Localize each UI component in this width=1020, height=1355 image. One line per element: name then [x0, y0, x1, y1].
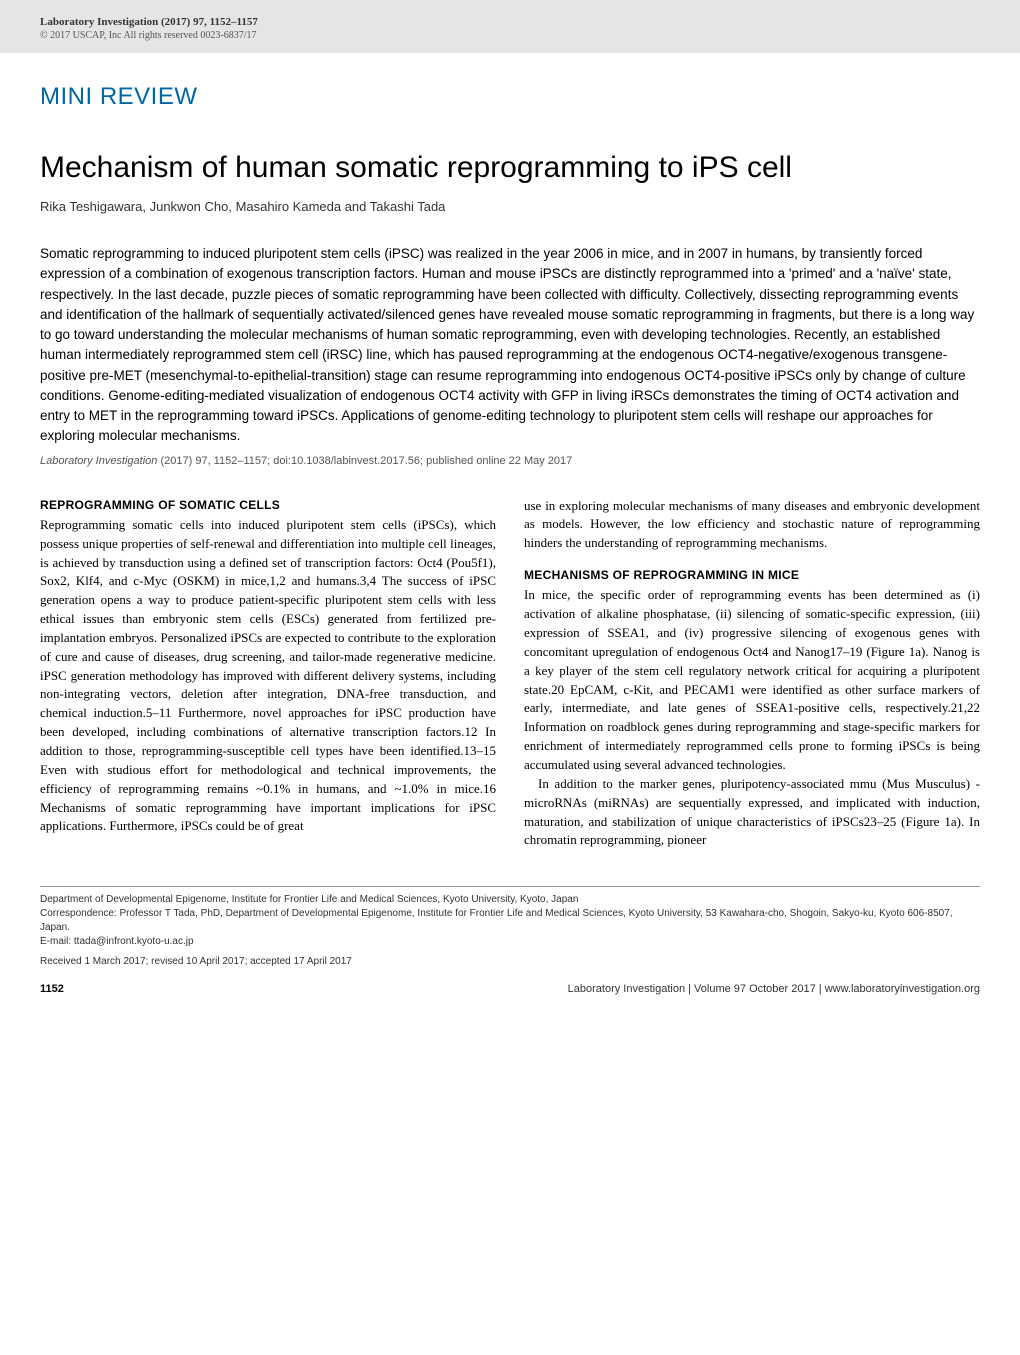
citation-journal: Laboratory Investigation [40, 455, 157, 467]
article-content: MINI REVIEW Mechanism of human somatic r… [0, 53, 1020, 870]
section-heading-reprogramming: REPROGRAMMING OF SOMATIC CELLS [40, 497, 496, 514]
citation-text: (2017) 97, 1152–1157; doi:10.1038/labinv… [157, 455, 572, 467]
page-number: 1152 [40, 983, 64, 995]
journal-header: Laboratory Investigation (2017) 97, 1152… [0, 0, 1020, 53]
footer-divider [40, 886, 980, 887]
footer-journal: Laboratory Investigation | Volume 97 Oct… [568, 983, 980, 995]
journal-info: Laboratory Investigation (2017) 97, 1152… [40, 16, 980, 28]
right-para-1: use in exploring molecular mechanisms of… [524, 497, 980, 554]
citation: Laboratory Investigation (2017) 97, 1152… [40, 455, 980, 467]
left-para-1: Reprogramming somatic cells into induced… [40, 516, 496, 836]
right-para-2: In mice, the specific order of reprogram… [524, 586, 980, 774]
affiliation: Department of Developmental Epigenome, I… [40, 893, 980, 907]
right-para-3: In addition to the marker genes, pluripo… [524, 775, 980, 850]
abstract: Somatic reprogramming to induced pluripo… [40, 244, 980, 447]
page-footer: 1152 Laboratory Investigation | Volume 9… [0, 969, 1020, 1011]
received-dates: Received 1 March 2017; revised 10 April … [40, 955, 980, 969]
correspondence: Correspondence: Professor T Tada, PhD, D… [40, 907, 980, 935]
left-column: REPROGRAMMING OF SOMATIC CELLS Reprogram… [40, 497, 496, 851]
body-columns: REPROGRAMMING OF SOMATIC CELLS Reprogram… [40, 497, 980, 851]
copyright: © 2017 USCAP, Inc All rights reserved 00… [40, 30, 980, 41]
article-type: MINI REVIEW [40, 83, 980, 111]
right-column: use in exploring molecular mechanisms of… [524, 497, 980, 851]
authors: Rika Teshigawara, Junkwon Cho, Masahiro … [40, 199, 980, 214]
article-title: Mechanism of human somatic reprogramming… [40, 151, 980, 185]
email: E-mail: ttada@infront.kyoto-u.ac.jp [40, 935, 980, 949]
section-heading-mechanisms: MECHANISMS OF REPROGRAMMING IN MICE [524, 567, 980, 584]
